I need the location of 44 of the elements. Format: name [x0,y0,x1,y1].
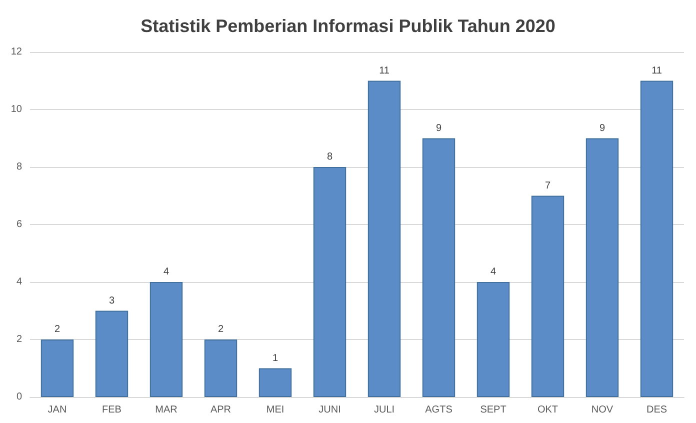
x-tick-label: SEPT [480,404,506,416]
x-tick-label: FEB [102,404,122,416]
y-tick-label: 6 [16,219,22,230]
x-tick-label: JULI [374,404,395,416]
bar [476,282,510,397]
y-tick-label: 12 [10,46,22,58]
x-tick-label: AGTS [425,404,453,416]
x-tick-label: DES [646,404,668,416]
data-label: 11 [652,65,662,76]
x-tick-label: MEI [266,404,284,416]
bar [204,340,238,397]
x-tick-label: NOV [591,404,614,416]
x-tick-label: JAN [48,404,67,416]
data-label: 2 [54,324,60,335]
data-label: 7 [544,180,551,192]
y-tick-label: 4 [16,276,22,288]
data-label: 9 [599,122,606,134]
data-label: 4 [163,266,170,278]
x-tick-label: OKT [537,404,558,416]
x-tick-label: MAR [155,404,178,416]
x-tick-label: JUNI [318,404,341,416]
bar [40,340,74,397]
y-tick-label: 2 [16,334,22,345]
data-label: 3 [108,295,115,306]
bar [422,138,456,397]
bar [95,310,128,397]
data-label: 9 [436,122,442,134]
x-tick-label: APR [210,404,232,416]
bar [586,138,619,397]
bar [368,80,401,397]
data-label: 4 [490,266,496,278]
data-label: 11 [379,65,390,76]
y-tick-label: 10 [10,104,22,115]
bar [640,80,674,397]
data-label: 1 [272,352,278,364]
y-tick-label: 0 [16,392,22,402]
data-label: 2 [218,324,224,335]
chart-title: Statistik Pemberian Informasi Publik Tahun 2020 [140,16,556,36]
y-tick-label: 8 [16,162,22,172]
bar [258,368,292,397]
bar [313,167,346,397]
data-label: 8 [326,152,333,162]
bar [531,196,564,397]
bar [150,282,183,397]
